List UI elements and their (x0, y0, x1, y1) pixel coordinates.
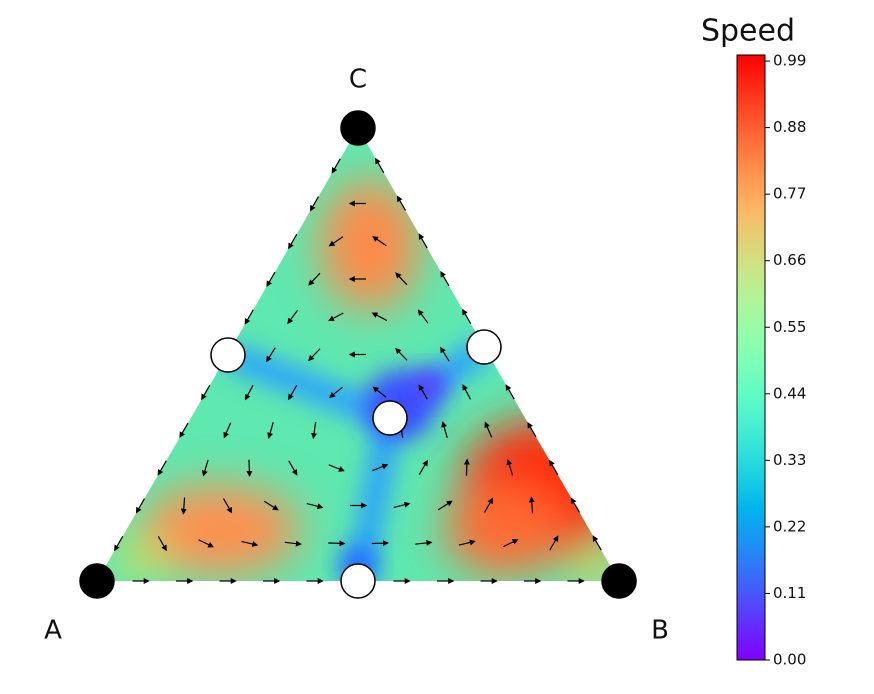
arrow (308, 272, 321, 286)
stable-point (79, 563, 115, 599)
colorbar-tick-label: 0.00 (773, 651, 806, 669)
arrow (440, 271, 450, 287)
arrow (371, 540, 389, 547)
arrow (328, 464, 345, 472)
arrow (328, 236, 344, 247)
unstable-point (466, 329, 502, 365)
vertex-label: A (44, 616, 62, 646)
arrow (328, 540, 346, 547)
unstable-point (210, 337, 246, 373)
colorbar-title: Speed (701, 14, 795, 49)
arrow (308, 348, 321, 362)
arrow (241, 540, 259, 547)
arrow (311, 421, 318, 440)
arrow (505, 384, 515, 400)
arrow (198, 539, 215, 548)
arrow (328, 312, 344, 322)
arrow (463, 458, 470, 476)
arrow (441, 421, 448, 438)
arrow (114, 536, 124, 552)
colorbar-tick-label: 0.22 (773, 517, 806, 535)
arrow (135, 498, 146, 514)
arrow (395, 272, 408, 286)
colorbar-tick-label: 0.33 (773, 451, 806, 469)
stable-point (601, 563, 637, 599)
colorbar (736, 54, 766, 661)
arrow (180, 497, 187, 515)
arrow (331, 158, 341, 174)
arrow (309, 196, 320, 212)
colorbar-tick-label: 0.99 (773, 52, 806, 70)
arrow (372, 386, 387, 398)
stable-point (340, 110, 376, 146)
arrow (527, 422, 537, 438)
arrow (415, 539, 433, 546)
arrow (484, 421, 493, 438)
arrow (458, 539, 476, 546)
arrow (371, 312, 388, 322)
arrow (157, 460, 167, 476)
arrow (418, 384, 428, 400)
arrow (549, 459, 559, 475)
arrow (462, 384, 472, 400)
arrow (592, 535, 602, 551)
arrow (288, 385, 298, 401)
arrow (418, 233, 428, 249)
arrow (201, 385, 211, 401)
arrow (393, 501, 411, 509)
arrow (396, 195, 407, 211)
arrow (437, 500, 453, 511)
arrow (528, 496, 535, 514)
arrow (288, 234, 298, 250)
vertex-label: B (651, 616, 669, 646)
arrow (266, 347, 276, 363)
arrow (288, 460, 298, 476)
arrow (462, 308, 472, 324)
arrow (502, 539, 519, 548)
unstable-point (372, 400, 408, 436)
arrow (375, 157, 385, 173)
arrow (372, 463, 389, 472)
arrow (284, 540, 302, 547)
colorbar-tick-label: 0.66 (773, 251, 806, 269)
arrow (440, 346, 450, 362)
arrow (506, 458, 514, 476)
vector-field (114, 157, 602, 584)
arrow (287, 309, 298, 325)
colorbar-tick-label: 0.11 (773, 584, 806, 602)
colorbar-tick-label: 0.88 (773, 118, 806, 136)
arrow (222, 498, 233, 514)
arrow (372, 236, 387, 247)
colorbar-tick-label: 0.44 (773, 384, 806, 402)
fixed-points (79, 110, 637, 599)
arrow (157, 536, 167, 552)
arrow (570, 497, 581, 513)
arrow (244, 384, 254, 401)
arrow (244, 309, 254, 325)
arrow (395, 347, 408, 361)
unstable-point (340, 563, 376, 599)
arrow (267, 422, 274, 439)
vertex-label: C (349, 65, 367, 95)
arrow (246, 459, 253, 477)
colorbar-tick-label: 0.55 (773, 318, 806, 336)
arrow (223, 422, 232, 439)
arrow (483, 497, 494, 513)
arrow (306, 502, 324, 510)
arrow (549, 535, 559, 551)
arrow (201, 459, 209, 477)
colorbar-tick-label: 0.77 (773, 185, 806, 203)
arrow (179, 422, 189, 438)
arrow (263, 500, 279, 511)
arrow (417, 309, 429, 324)
arrow (329, 386, 343, 398)
arrow (418, 459, 428, 475)
arrow (266, 271, 276, 287)
